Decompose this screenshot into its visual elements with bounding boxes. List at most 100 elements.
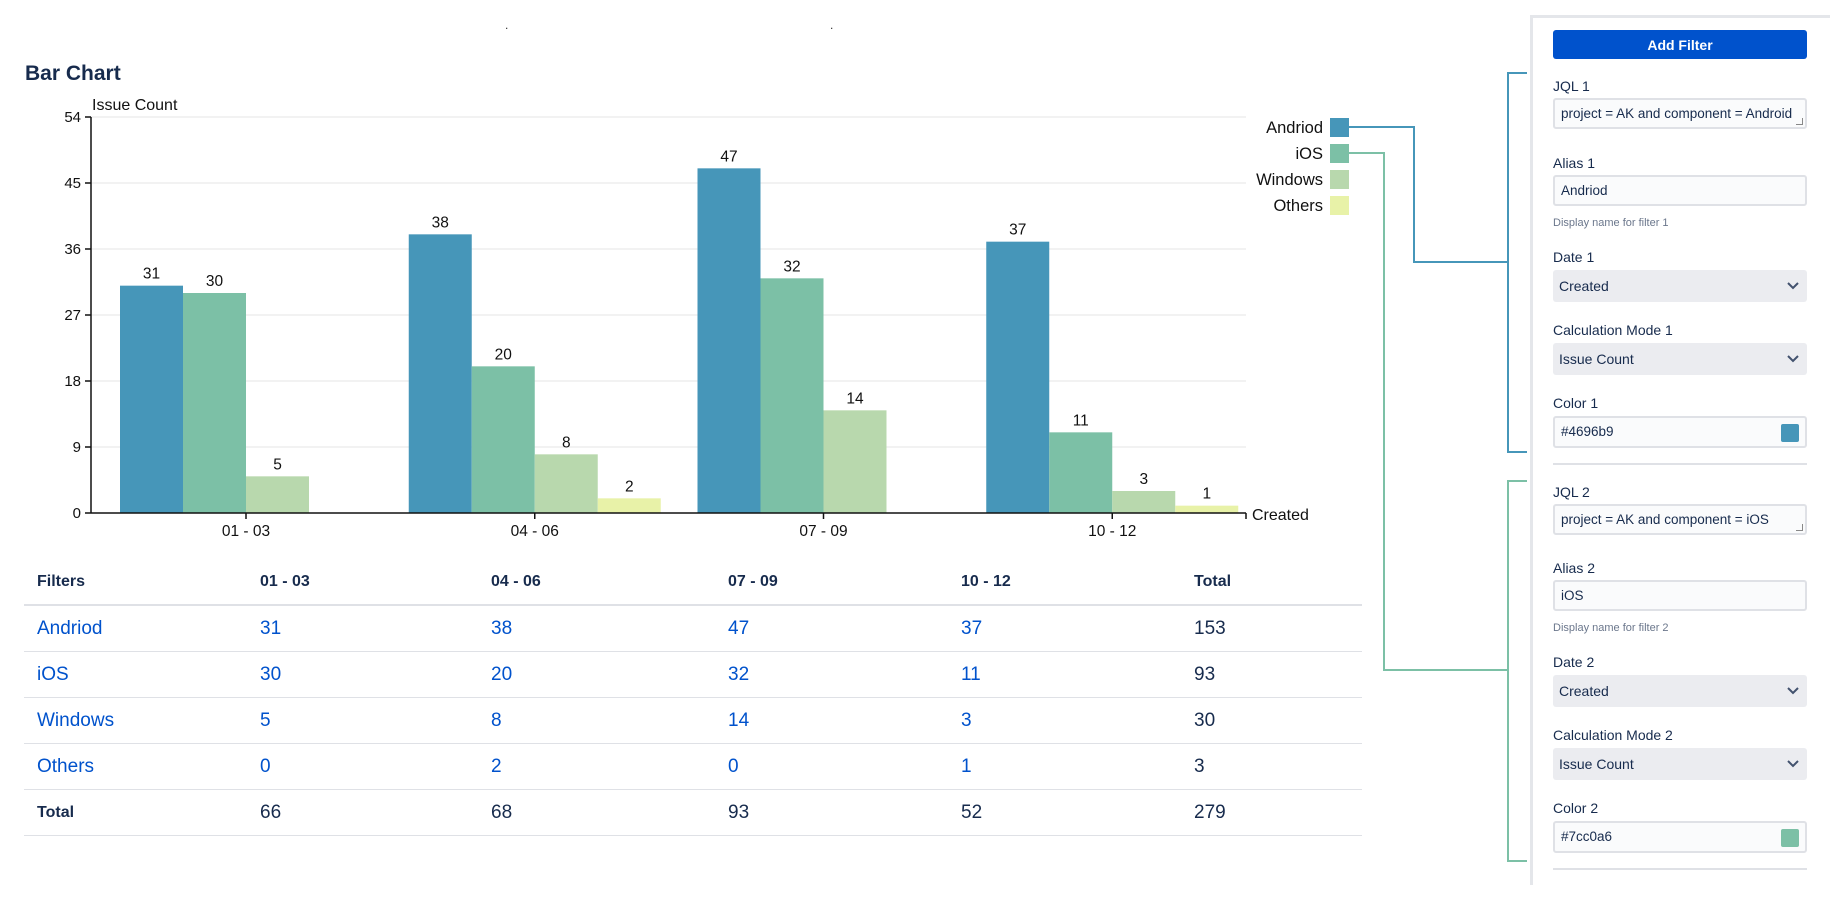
row-label-link[interactable]: Others: [24, 743, 247, 790]
bar: [120, 285, 183, 513]
cell-link[interactable]: 32: [715, 651, 948, 698]
calc2-select[interactable]: Issue Count: [1553, 748, 1807, 780]
data-label: 30: [206, 273, 224, 290]
chevron-down-icon: [1787, 355, 1799, 363]
filter-divider: [1553, 463, 1807, 465]
x-axis-label: Created: [1252, 507, 1309, 524]
total-cell: 66: [247, 789, 478, 836]
header-col-1: 01 - 03: [247, 560, 478, 606]
x-tick-label: 04 - 06: [511, 523, 559, 540]
filter-settings-panel: Add Filter JQL 1 project = AK and compon…: [1530, 15, 1830, 885]
header-total: Total: [1181, 560, 1362, 606]
date1-select[interactable]: Created: [1553, 270, 1807, 302]
bar: [1112, 491, 1176, 513]
legend-swatch: [1330, 170, 1349, 189]
cell-link[interactable]: 47: [715, 605, 948, 652]
alias1-help: Display name for filter 1: [1553, 217, 1669, 229]
color2-value: #7cc0a6: [1561, 829, 1613, 844]
total-cell: 52: [948, 789, 1181, 836]
header-col-4: 10 - 12: [948, 560, 1181, 606]
chevron-down-icon: [1787, 282, 1799, 290]
bar: [760, 278, 824, 513]
cell-link[interactable]: 1: [948, 743, 1181, 790]
color1-label: Color 1: [1553, 395, 1599, 411]
cell-link[interactable]: 38: [478, 605, 715, 652]
header-col-3: 07 - 09: [715, 560, 948, 606]
cell-link[interactable]: 5: [247, 697, 478, 744]
data-label: 8: [562, 434, 571, 451]
row-label-link[interactable]: iOS: [24, 651, 247, 698]
bar: [534, 454, 598, 513]
cell-link[interactable]: 3: [948, 697, 1181, 744]
calc1-select[interactable]: Issue Count: [1553, 343, 1807, 375]
filter-divider: [1553, 868, 1807, 870]
bar: [597, 498, 661, 513]
row-label-link[interactable]: Windows: [24, 697, 247, 744]
legend-swatch: [1330, 144, 1349, 163]
date1-value: Created: [1559, 278, 1609, 294]
alias1-field[interactable]: Andriod: [1553, 175, 1807, 206]
color2-field[interactable]: #7cc0a6: [1553, 821, 1807, 853]
row-total: 3: [1181, 743, 1362, 790]
table-header-row: Filters 01 - 03 04 - 06 07 - 09 10 - 12 …: [24, 560, 1362, 606]
cell-link[interactable]: 2: [478, 743, 715, 790]
x-tick-label: 07 - 09: [799, 523, 847, 540]
bar: [408, 234, 472, 514]
jql2-field[interactable]: project = AK and component = iOS: [1553, 504, 1807, 535]
date2-value: Created: [1559, 683, 1609, 699]
table-row: iOS 30 20 32 11 93: [24, 651, 1362, 698]
alias1-label: Alias 1: [1553, 155, 1596, 171]
color1-swatch[interactable]: [1781, 424, 1799, 442]
summary-table: Filters 01 - 03 04 - 06 07 - 09 10 - 12 …: [24, 560, 1362, 836]
color2-label: Color 2: [1553, 800, 1599, 816]
chevron-down-icon: [1787, 760, 1799, 768]
bar: [697, 168, 761, 514]
row-total: 93: [1181, 651, 1362, 698]
cell-link[interactable]: 20: [478, 651, 715, 698]
bar: [823, 410, 887, 513]
row-total: 30: [1181, 697, 1362, 744]
bar: [471, 366, 535, 513]
bar: [183, 293, 246, 513]
cell-link[interactable]: 0: [715, 743, 948, 790]
add-filter-button[interactable]: Add Filter: [1553, 30, 1807, 59]
legend-label: Others: [1273, 197, 1323, 215]
date2-select[interactable]: Created: [1553, 675, 1807, 707]
cell-link[interactable]: 8: [478, 697, 715, 744]
table-row: Windows 5 8 14 3 30: [24, 697, 1362, 744]
total-row-label: Total: [24, 789, 247, 836]
data-label: 38: [432, 214, 449, 231]
color1-value: #4696b9: [1561, 424, 1614, 439]
y-tick-label: 0: [73, 505, 81, 522]
color2-swatch[interactable]: [1781, 829, 1799, 847]
y-tick-label: 27: [64, 307, 81, 324]
calc1-label: Calculation Mode 1: [1553, 322, 1673, 338]
table-row: Andriod 31 38 47 37 153: [24, 605, 1362, 652]
data-label: 3: [1139, 471, 1148, 488]
color1-field[interactable]: #4696b9: [1553, 416, 1807, 448]
cell-link[interactable]: 37: [948, 605, 1181, 652]
cell-link[interactable]: 31: [247, 605, 478, 652]
alias2-field[interactable]: iOS: [1553, 580, 1807, 611]
jql1-field[interactable]: project = AK and component = Android: [1553, 98, 1807, 129]
grand-total: 279: [1181, 789, 1362, 836]
data-label: 47: [720, 148, 737, 165]
cell-link[interactable]: 30: [247, 651, 478, 698]
filter2-connector: [1349, 152, 1527, 862]
y-tick-label: 45: [64, 175, 81, 192]
cell-link[interactable]: 0: [247, 743, 478, 790]
cell-link[interactable]: 14: [715, 697, 948, 744]
data-label: 11: [1073, 412, 1089, 429]
row-label-link[interactable]: Andriod: [24, 605, 247, 652]
chart-title: Bar Chart: [25, 62, 121, 85]
total-cell: 93: [715, 789, 948, 836]
x-tick-label: 01 - 03: [222, 523, 270, 540]
data-label: 14: [846, 390, 864, 407]
cell-link[interactable]: 11: [948, 651, 1181, 698]
total-cell: 68: [478, 789, 715, 836]
alias2-help: Display name for filter 2: [1553, 622, 1669, 634]
legend-swatch: [1330, 196, 1349, 215]
data-label: 20: [495, 346, 513, 363]
jql2-label: JQL 2: [1553, 484, 1590, 500]
